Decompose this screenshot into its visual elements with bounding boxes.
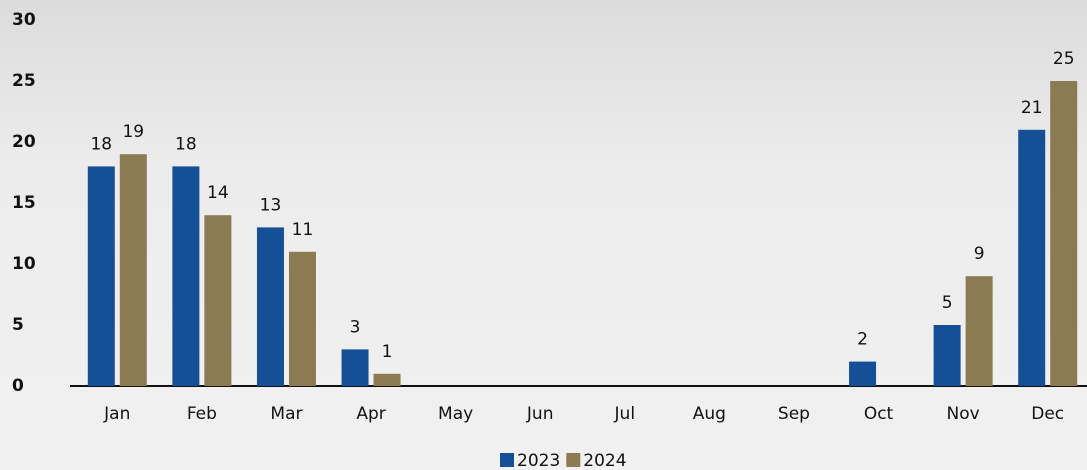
y-tick-label: 20 [12, 132, 36, 152]
data-label: 21 [1021, 98, 1043, 118]
data-label: 11 [292, 220, 314, 240]
bar [256, 227, 284, 386]
bar [373, 373, 401, 386]
data-label: 5 [942, 293, 953, 313]
data-label: 19 [122, 122, 144, 142]
bar [87, 166, 115, 386]
x-tick-label: Jul [614, 404, 636, 424]
x-tick-label: Nov [947, 404, 980, 424]
bar [965, 276, 993, 386]
legend-swatch [500, 453, 514, 467]
bar [1018, 129, 1046, 387]
bar [1050, 81, 1078, 386]
x-tick-label: Apr [356, 404, 385, 424]
data-label: 14 [207, 183, 229, 203]
y-tick-label: 10 [12, 254, 36, 274]
data-label: 18 [90, 134, 112, 154]
data-label: 2 [857, 330, 868, 350]
y-tick-label: 25 [12, 71, 36, 91]
bar [204, 215, 232, 386]
data-label: 25 [1053, 49, 1075, 69]
data-label: 9 [974, 244, 985, 264]
bar [119, 154, 147, 386]
bar [849, 361, 877, 386]
y-tick-label: 15 [12, 193, 36, 213]
x-tick-label: Mar [270, 404, 302, 424]
bar [288, 251, 316, 386]
y-tick-label: 0 [12, 376, 24, 396]
data-label: 13 [260, 195, 282, 215]
legend-label: 2023 [517, 451, 560, 470]
legend-label: 2024 [583, 451, 626, 470]
x-tick-label: Jan [103, 404, 130, 424]
x-tick-label: Oct [864, 404, 894, 424]
bar [341, 349, 369, 386]
x-tick-label: Feb [187, 404, 217, 424]
x-tick-label: May [438, 404, 473, 424]
x-tick-label: Sep [778, 404, 810, 424]
y-tick-label: 30 [12, 10, 36, 30]
data-label: 18 [175, 134, 197, 154]
y-tick-label: 5 [12, 315, 24, 335]
bar [933, 325, 961, 386]
x-tick-label: Jun [526, 404, 554, 424]
data-label: 1 [382, 342, 393, 362]
x-tick-label: Dec [1031, 404, 1064, 424]
data-label: 3 [350, 317, 361, 337]
legend-swatch [566, 453, 581, 467]
x-tick-label: Aug [693, 404, 726, 424]
bar [172, 166, 200, 386]
